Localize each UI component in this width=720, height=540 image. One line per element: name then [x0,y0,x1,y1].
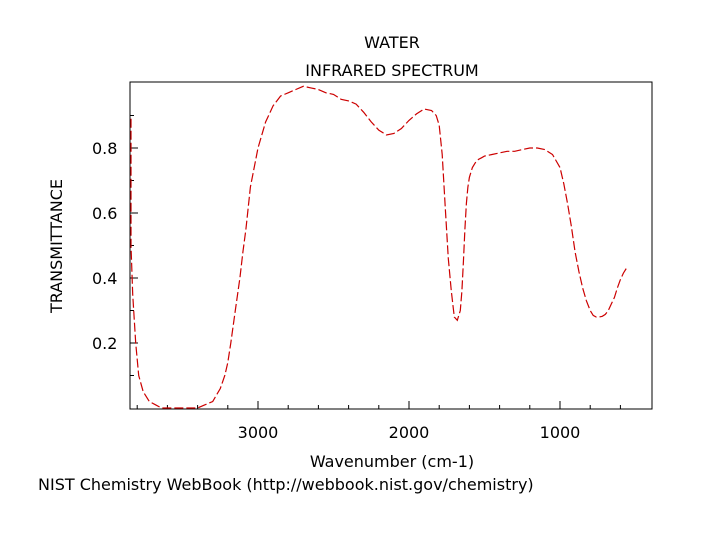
source-footer: NIST Chemistry WebBook (http://webbook.n… [38,475,534,494]
x-axis-ticks: 3000 2000 1000 [136,401,621,442]
series-layer [130,85,629,409]
y-axis-label: TRANSMITTANCE [47,179,66,314]
chart-subtitle: INFRARED SPECTRUM [305,61,478,80]
x-tick-label: 2000 [389,423,430,442]
y-tick-label: 0.6 [92,204,117,223]
x-tick-label: 1000 [540,423,581,442]
y-tick-label: 0.8 [92,139,117,158]
x-axis-label: Wavenumber (cm-1) [310,452,474,471]
y-tick-label: 0.4 [92,269,117,288]
y-axis-ticks: 0.2 0.4 0.6 0.8 [92,115,138,376]
spectrum-line [130,85,629,409]
y-tick-label: 0.2 [92,334,117,353]
x-tick-label: 3000 [238,423,279,442]
chart-title: WATER [364,33,420,52]
